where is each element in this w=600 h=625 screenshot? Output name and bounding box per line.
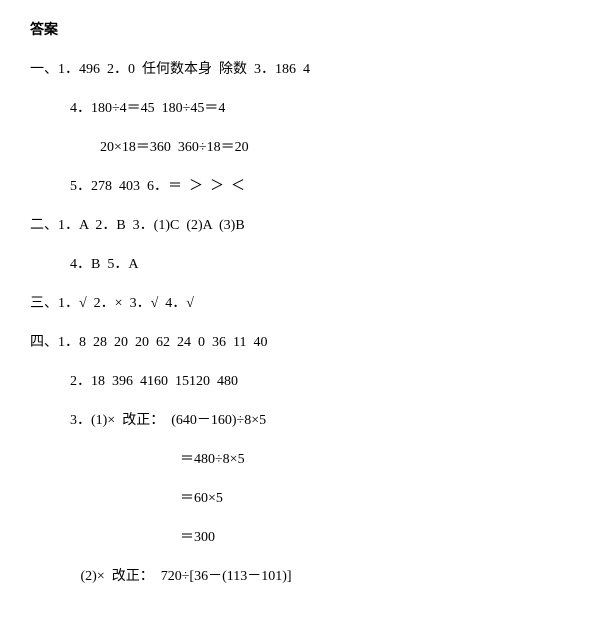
answer-line: 3．(1)× 改正： (640－160)÷8×5 xyxy=(30,410,570,431)
answer-line: 20×18＝360 360÷18＝20 xyxy=(30,137,570,158)
answer-line: ＝300 xyxy=(30,527,570,548)
answer-line: 三、1．√ 2．× 3．√ 4．√ xyxy=(30,293,570,314)
answer-line: ＝480÷8×5 xyxy=(30,449,570,470)
answer-line: 一、1．496 2．0 任何数本身 除数 3．186 4 xyxy=(30,59,570,80)
answer-content: 一、1．496 2．0 任何数本身 除数 3．186 4 4．180÷4＝45 1… xyxy=(30,59,570,587)
answer-line: (2)× 改正： 720÷[36－(113－101)] xyxy=(30,566,570,587)
answer-line: 二、1．A 2．B 3．(1)C (2)A (3)B xyxy=(30,215,570,236)
answer-line: 5．278 403 6．＝ ＞ ＞ ＜ xyxy=(30,176,570,197)
answer-line: ＝60×5 xyxy=(30,488,570,509)
answer-line: 4．B 5．A xyxy=(30,254,570,275)
answer-line: 2．18 396 4160 15120 480 xyxy=(30,371,570,392)
answer-line: 4．180÷4＝45 180÷45＝4 xyxy=(30,98,570,119)
answer-title: 答案 xyxy=(30,20,570,41)
answer-line: 四、1．8 28 20 20 62 24 0 36 11 40 xyxy=(30,332,570,353)
